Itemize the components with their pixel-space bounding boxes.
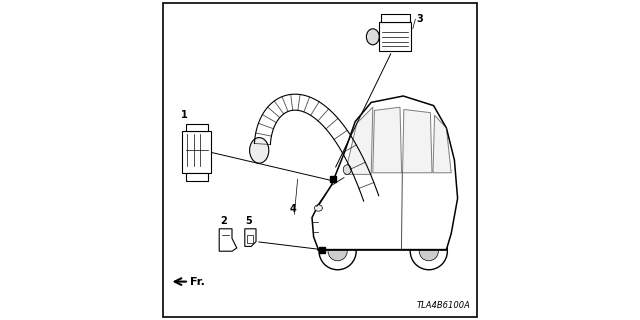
Text: TLA4B6100A: TLA4B6100A xyxy=(417,301,470,310)
Polygon shape xyxy=(219,229,237,251)
Ellipse shape xyxy=(250,138,269,163)
Text: 5: 5 xyxy=(246,216,252,226)
Text: 4: 4 xyxy=(289,204,296,214)
Circle shape xyxy=(319,233,356,270)
FancyBboxPatch shape xyxy=(381,14,410,22)
Circle shape xyxy=(419,242,438,261)
Polygon shape xyxy=(345,107,372,174)
Text: 1: 1 xyxy=(180,110,188,120)
Text: Fr.: Fr. xyxy=(191,276,205,287)
FancyBboxPatch shape xyxy=(186,173,208,181)
Ellipse shape xyxy=(367,193,379,211)
FancyBboxPatch shape xyxy=(248,235,253,243)
Polygon shape xyxy=(403,109,432,173)
FancyBboxPatch shape xyxy=(186,124,208,131)
Ellipse shape xyxy=(314,205,323,211)
Circle shape xyxy=(410,233,447,270)
PathPatch shape xyxy=(312,96,458,250)
Ellipse shape xyxy=(343,165,351,174)
Polygon shape xyxy=(372,107,402,173)
Polygon shape xyxy=(245,229,256,246)
Ellipse shape xyxy=(367,29,379,45)
FancyBboxPatch shape xyxy=(182,131,211,173)
FancyBboxPatch shape xyxy=(380,22,412,51)
Polygon shape xyxy=(433,115,451,173)
Text: 2: 2 xyxy=(220,216,227,226)
Circle shape xyxy=(328,242,348,261)
Text: 3: 3 xyxy=(416,14,423,24)
